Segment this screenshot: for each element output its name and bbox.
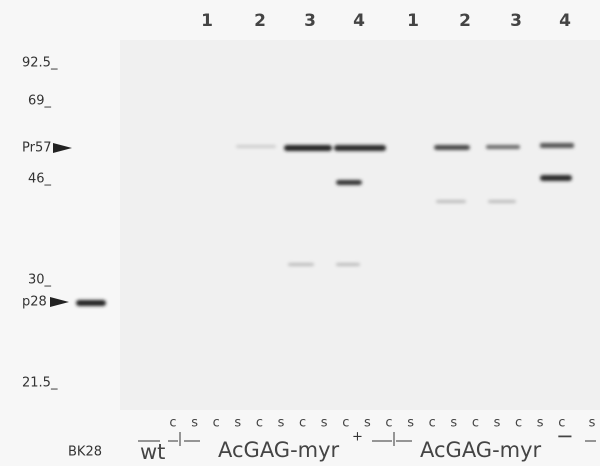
marker-label: 30_ xyxy=(28,273,52,288)
band-pr57 xyxy=(434,145,470,150)
lane-letter: c xyxy=(429,416,436,431)
band-pr57 xyxy=(236,145,276,148)
lane-number: 1 xyxy=(201,11,213,31)
band-p28 xyxy=(76,300,106,306)
band-46 xyxy=(540,175,572,181)
lane-letter: s xyxy=(450,416,457,431)
lane-letter: c xyxy=(342,416,349,431)
lane-letter: c xyxy=(169,416,176,431)
lane-number: 2 xyxy=(459,11,471,31)
lane-number: 3 xyxy=(510,11,522,31)
membrane xyxy=(120,40,600,410)
lane-letter: s xyxy=(364,416,371,431)
group-label: AcGAG-myr xyxy=(420,438,542,462)
lane-number: 3 xyxy=(304,11,316,31)
group-label: wt xyxy=(140,440,165,464)
band-pr57 xyxy=(334,145,386,151)
band-pr57 xyxy=(486,145,520,149)
lane-letter: c xyxy=(213,416,220,431)
band-faint xyxy=(336,263,360,266)
lane-letter: s xyxy=(191,416,198,431)
marker-label: p28 xyxy=(22,295,47,310)
lane-letter: c xyxy=(385,416,392,431)
group-label: AcGAG-myr xyxy=(218,438,340,462)
band-faint xyxy=(488,200,516,203)
lane-letter: c xyxy=(515,416,522,431)
marker-label: 21.5_ xyxy=(22,376,58,391)
lane-letter: c xyxy=(299,416,306,431)
marker-label: 69_ xyxy=(28,94,52,109)
lane-letter: s xyxy=(278,416,285,431)
group-label: BK28 xyxy=(68,445,102,460)
lane-number: 2 xyxy=(254,11,266,31)
band-pr57 xyxy=(540,143,574,148)
lane-letter: s xyxy=(537,416,544,431)
group-label: − xyxy=(556,424,574,448)
marker-label: Pr57 xyxy=(22,141,52,156)
lane-letter: c xyxy=(256,416,263,431)
band-pr57 xyxy=(284,145,332,151)
lane-number: 1 xyxy=(407,11,419,31)
lane-letter: s xyxy=(589,416,596,431)
lane-letter: s xyxy=(321,416,328,431)
lane-number: 4 xyxy=(559,11,571,31)
lane-letter: s xyxy=(234,416,241,431)
blot-figure: 1234123492.5_69_Pr5746_30_p2821.5_cscscs… xyxy=(0,0,600,466)
band-46 xyxy=(336,180,362,185)
lane-letter: c xyxy=(472,416,479,431)
marker-label: 92.5_ xyxy=(22,56,58,71)
band-faint xyxy=(288,263,314,266)
band-faint xyxy=(436,200,466,203)
lane-letter: s xyxy=(407,416,414,431)
lane-number: 4 xyxy=(353,11,365,31)
marker-label: 46_ xyxy=(28,172,52,187)
lane-letter: s xyxy=(494,416,501,431)
group-label: + xyxy=(352,430,363,445)
